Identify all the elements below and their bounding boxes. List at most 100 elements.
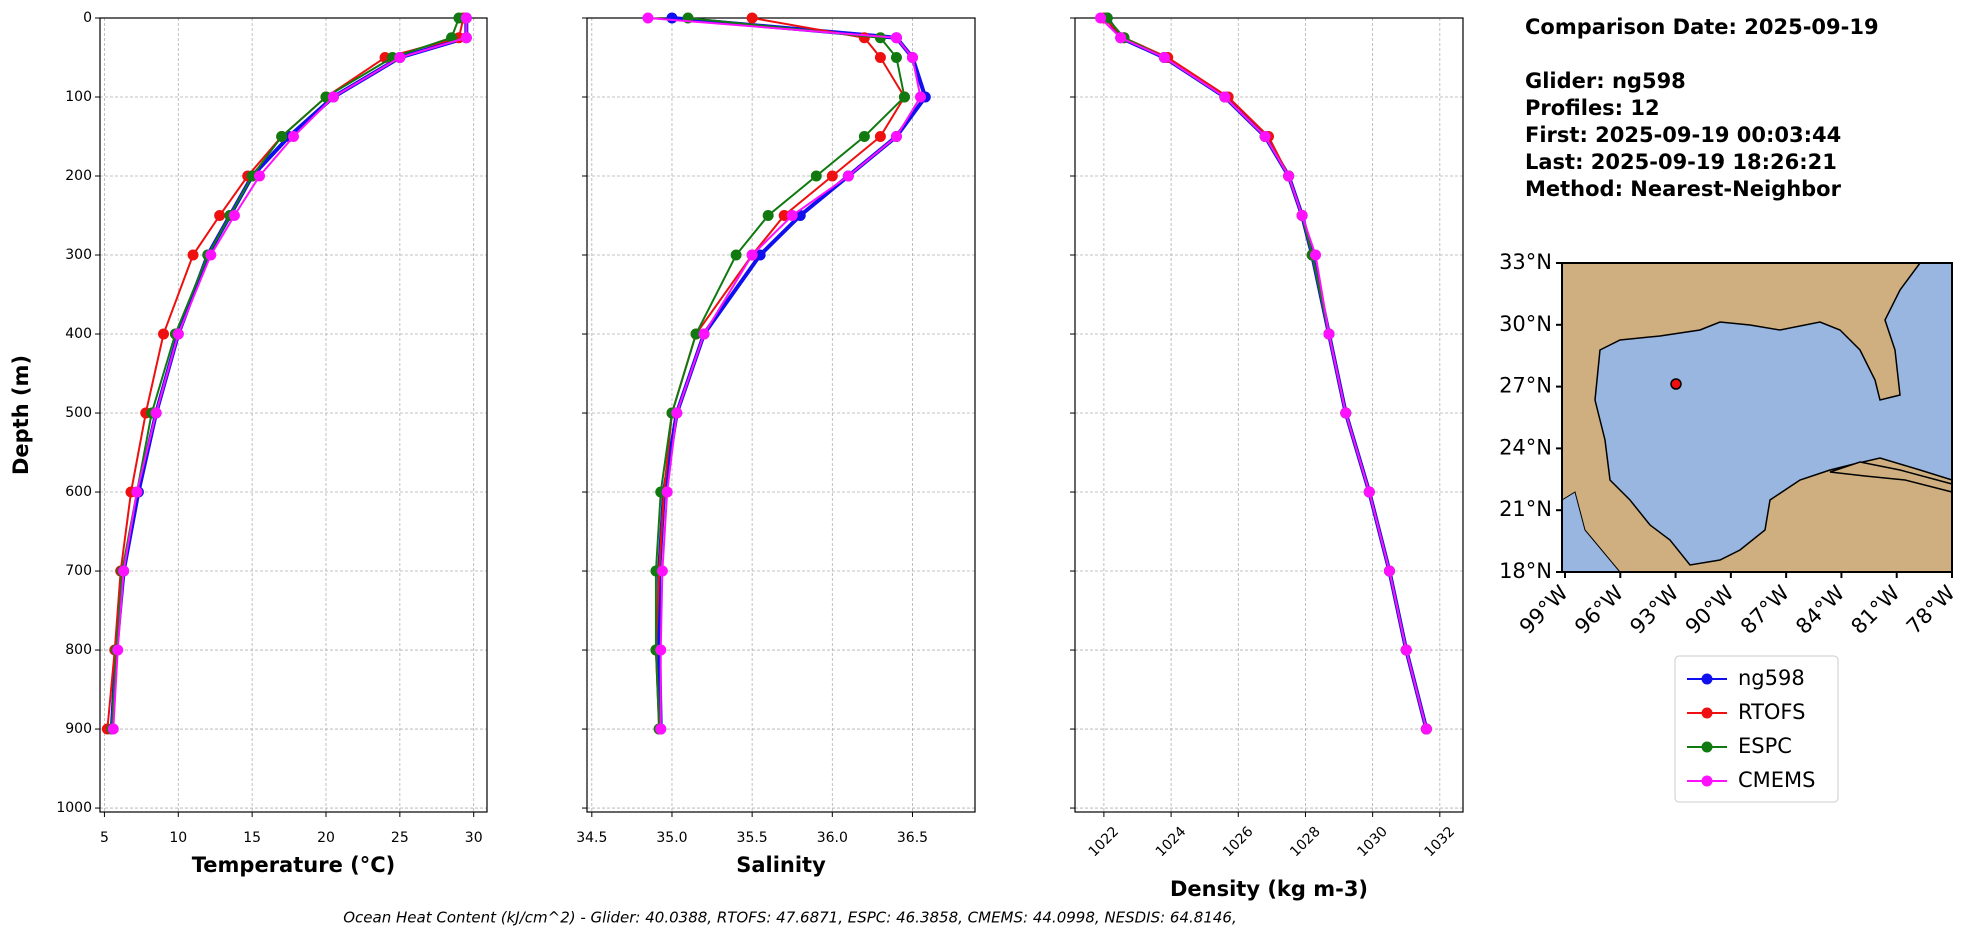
- lat-label: 27°N: [1499, 374, 1552, 398]
- x-tick-label: 1028: [1287, 824, 1324, 861]
- info-line: First: 2025-09-19 00:03:44: [1525, 123, 1841, 147]
- lon-label: 87°W: [1736, 581, 1794, 639]
- x-tick-label: 36.5: [897, 830, 928, 846]
- profile-line: [110, 17, 460, 730]
- y-tick-label: 200: [65, 168, 92, 184]
- lon-label: 90°W: [1681, 581, 1739, 639]
- legend: ng598 RTOFS ESPC CMEMS: [1674, 655, 1839, 803]
- lon-label: 99°W: [1515, 581, 1573, 639]
- profile-marker: [1283, 170, 1295, 182]
- profile-marker: [810, 170, 822, 182]
- profile-marker: [254, 170, 266, 182]
- profile-marker: [112, 644, 124, 656]
- y-tick-label: 300: [65, 247, 92, 263]
- info-line: Glider: ng598: [1525, 69, 1686, 93]
- profile-line: [1099, 17, 1428, 730]
- profile-marker: [1383, 565, 1395, 577]
- y-tick-label: 900: [65, 721, 92, 737]
- info-line: Last: 2025-09-19 18:26:21: [1525, 150, 1837, 174]
- profile-marker: [655, 723, 667, 735]
- profile-marker: [107, 723, 119, 735]
- lon-label: 84°W: [1791, 581, 1849, 639]
- profile-marker: [131, 486, 143, 498]
- axes-frame: [1074, 17, 1464, 813]
- profile-line: [109, 18, 469, 730]
- x-tick-label: 34.5: [576, 830, 607, 846]
- profile-marker: [1363, 486, 1375, 498]
- profile-marker: [158, 328, 170, 340]
- lat-label: 21°N: [1499, 497, 1552, 521]
- profile-marker: [754, 249, 766, 261]
- profile-marker: [746, 12, 758, 24]
- info-title: Comparison Date: 2025-09-19: [1525, 15, 1879, 39]
- x-axis-label: Density (kg m-3): [1170, 877, 1368, 901]
- profile-line: [647, 17, 922, 730]
- x-tick-label: 1032: [1422, 824, 1459, 861]
- profile-marker: [1420, 723, 1432, 735]
- legend-marker: [1701, 673, 1713, 685]
- profile-line: [1105, 16, 1429, 730]
- footer: Ocean Heat Content (kJ/cm^2) - Glider: 4…: [343, 909, 1236, 927]
- lon-label: 81°W: [1847, 581, 1905, 639]
- profile-marker: [1400, 644, 1412, 656]
- lat-label: 24°N: [1499, 435, 1552, 459]
- profile-marker: [1296, 210, 1308, 222]
- map: [1561, 262, 1953, 573]
- profile-marker: [214, 210, 226, 222]
- profile-marker: [1259, 131, 1271, 143]
- profile-marker: [288, 131, 299, 143]
- profile-marker: [1115, 32, 1127, 44]
- y-tick-label: 1000: [56, 800, 92, 816]
- y-tick-label: 700: [65, 563, 92, 579]
- lat-label: 30°N: [1499, 312, 1552, 336]
- profile-marker: [1340, 407, 1352, 419]
- profile-line: [657, 16, 928, 730]
- x-tick-label: 1022: [1086, 824, 1123, 861]
- legend-marker: [1701, 707, 1713, 719]
- profile-marker: [1310, 249, 1322, 261]
- profile-line: [1106, 17, 1428, 730]
- x-tick-label: 35.0: [656, 830, 687, 846]
- y-tick-label: 500: [65, 405, 92, 421]
- profile-marker: [460, 12, 472, 24]
- profile-marker: [858, 131, 870, 143]
- y-tick-label: 800: [65, 642, 92, 658]
- profile-marker: [874, 32, 886, 44]
- profile-marker: [746, 249, 758, 261]
- profile-marker: [890, 131, 902, 143]
- profile-marker: [690, 328, 702, 340]
- x-tick-label: 36.0: [817, 830, 848, 846]
- profile-marker: [786, 210, 798, 222]
- x-tick-label: 10: [169, 830, 187, 846]
- legend-label: ESPC: [1738, 734, 1792, 758]
- legend-label: CMEMS: [1738, 768, 1816, 792]
- axes-frame: [586, 17, 976, 813]
- x-tick-label: 35.5: [737, 830, 768, 846]
- profile-marker: [642, 12, 654, 24]
- legend-label: ng598: [1738, 666, 1805, 690]
- profile-marker: [205, 249, 217, 261]
- profile-marker: [874, 52, 886, 64]
- profile-marker: [1323, 328, 1335, 340]
- profile-marker: [842, 170, 854, 182]
- x-tick-label: 1024: [1153, 824, 1190, 861]
- profile-marker: [906, 52, 918, 64]
- map-frame: [1561, 262, 1953, 573]
- profile-marker: [118, 565, 130, 577]
- lat-label: 33°N: [1499, 250, 1552, 274]
- x-tick-label: 20: [317, 830, 335, 846]
- profile-marker: [826, 170, 838, 182]
- y-tick-label: 100: [65, 89, 92, 105]
- info-line: Method: Nearest-Neighbor: [1525, 177, 1842, 201]
- legend-marker: [1701, 741, 1713, 753]
- profile-marker: [890, 32, 902, 44]
- y-tick-label: 0: [83, 10, 92, 26]
- profile-marker: [778, 210, 790, 222]
- glider-location: [1670, 378, 1682, 390]
- profile-marker: [172, 328, 184, 340]
- legend-box: [1674, 655, 1839, 803]
- profile-line: [112, 18, 468, 730]
- profile-line: [654, 17, 906, 730]
- x-axis-label: Temperature (°C): [192, 853, 395, 877]
- info-line: Profiles: 12: [1525, 96, 1660, 120]
